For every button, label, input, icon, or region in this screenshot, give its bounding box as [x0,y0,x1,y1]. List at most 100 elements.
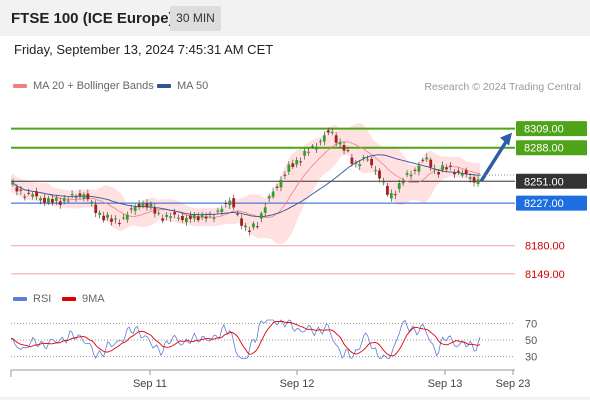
candle-body [133,206,137,211]
candle-body [299,161,303,163]
candle-body [279,179,283,188]
candle-body [378,170,381,179]
candle-body [409,174,413,177]
candle-body [161,218,165,221]
candle-body [358,164,362,166]
level-tag-1 [516,140,587,156]
copyright: Research © 2024 Trading Central [424,81,581,93]
candle-body [413,169,417,171]
candle-body [39,198,42,201]
candle-body [196,216,200,221]
candle-body [389,193,393,199]
candle-body [31,194,35,197]
candle-body [19,189,23,191]
candle-body [330,132,334,134]
candle-body [291,163,295,167]
candle-body [121,217,125,219]
candle-body [393,194,397,196]
candle-body [137,204,141,208]
rsi-line [10,319,481,360]
level-label-3: 8227.00 [524,198,564,210]
candle-body [114,218,117,220]
candle-body [165,214,169,217]
ma50-swatch [157,84,171,89]
time-tick-label-1: Sep 12 [280,378,315,390]
candle-body [102,215,106,221]
candle-body [338,141,342,145]
legend-ma20-label: MA 20 + Bollinger Bands [33,80,154,92]
legend-ma20: MA 20 + Bollinger Bands [13,80,154,92]
forecast-arrowhead [500,132,512,146]
candle-body [275,186,279,188]
interval-badge[interactable]: 30 MIN [170,6,221,31]
candle-body [129,208,133,210]
candle-body [200,213,204,218]
level-tag-3 [516,195,587,211]
candle-body [117,223,121,225]
time-tick-label-0: Sep 11 [133,378,167,390]
candle-body [334,135,338,143]
candle-body [244,225,247,228]
page-title: FTSE 100 (ICE Europe) [11,10,174,27]
candle-body [445,167,448,170]
candle-body [208,213,212,215]
candle-body [66,200,70,202]
candle-body [311,145,314,147]
candle-body [184,217,188,223]
candle-body [437,172,441,175]
candle-body [23,196,27,198]
candle-body [350,157,354,164]
candle-body [287,164,291,172]
candle-body [110,218,113,222]
candle-body [452,172,456,175]
candle-body [125,214,129,220]
candle-body [472,177,476,183]
candle-body [318,141,322,143]
rsi-swatch [13,297,27,302]
candle-body [425,157,429,160]
rsi-tick-0: 70 [525,318,537,330]
candle-body [177,217,180,219]
candle-body [441,165,444,171]
candle-body [86,193,90,200]
header-bar [0,0,590,36]
candle-body [188,215,192,219]
candle-body [220,208,224,213]
candle-body [303,150,307,156]
candle-body [401,181,405,184]
time-tick-label-3: Sep 23 [496,378,531,390]
candle-body [405,173,409,175]
candle-body [62,198,66,202]
candle-body [476,179,480,184]
candle-body [429,159,433,168]
candle-body [421,159,425,161]
candle-body [370,158,374,166]
candle-body [216,210,220,212]
candle-body [74,197,78,199]
candle-body [315,147,318,150]
candle-body [460,173,464,176]
candle-body [141,202,145,207]
level-label-5: 8149.00 [525,269,565,281]
candle-body [322,135,326,142]
timestamp: Friday, September 13, 2024 7:45:31 AM CE… [14,42,274,57]
candle-body [212,217,216,219]
candle-body [98,212,102,215]
candle-body [224,203,228,205]
level-label-1: 8288.00 [524,143,564,155]
ma20-swatch [13,84,27,89]
candle-body [342,145,346,151]
level-label-4: 8180.00 [525,241,565,253]
legend-9ma: 9MA [62,293,105,305]
candle-body [228,200,232,206]
footer-bar [0,397,590,400]
candle-body [149,203,153,207]
candle-body [449,165,452,167]
ma9-swatch [62,297,76,302]
candle-body [35,191,39,197]
candle-body [295,160,299,165]
candle-body [397,183,401,189]
candle-body [433,168,437,171]
